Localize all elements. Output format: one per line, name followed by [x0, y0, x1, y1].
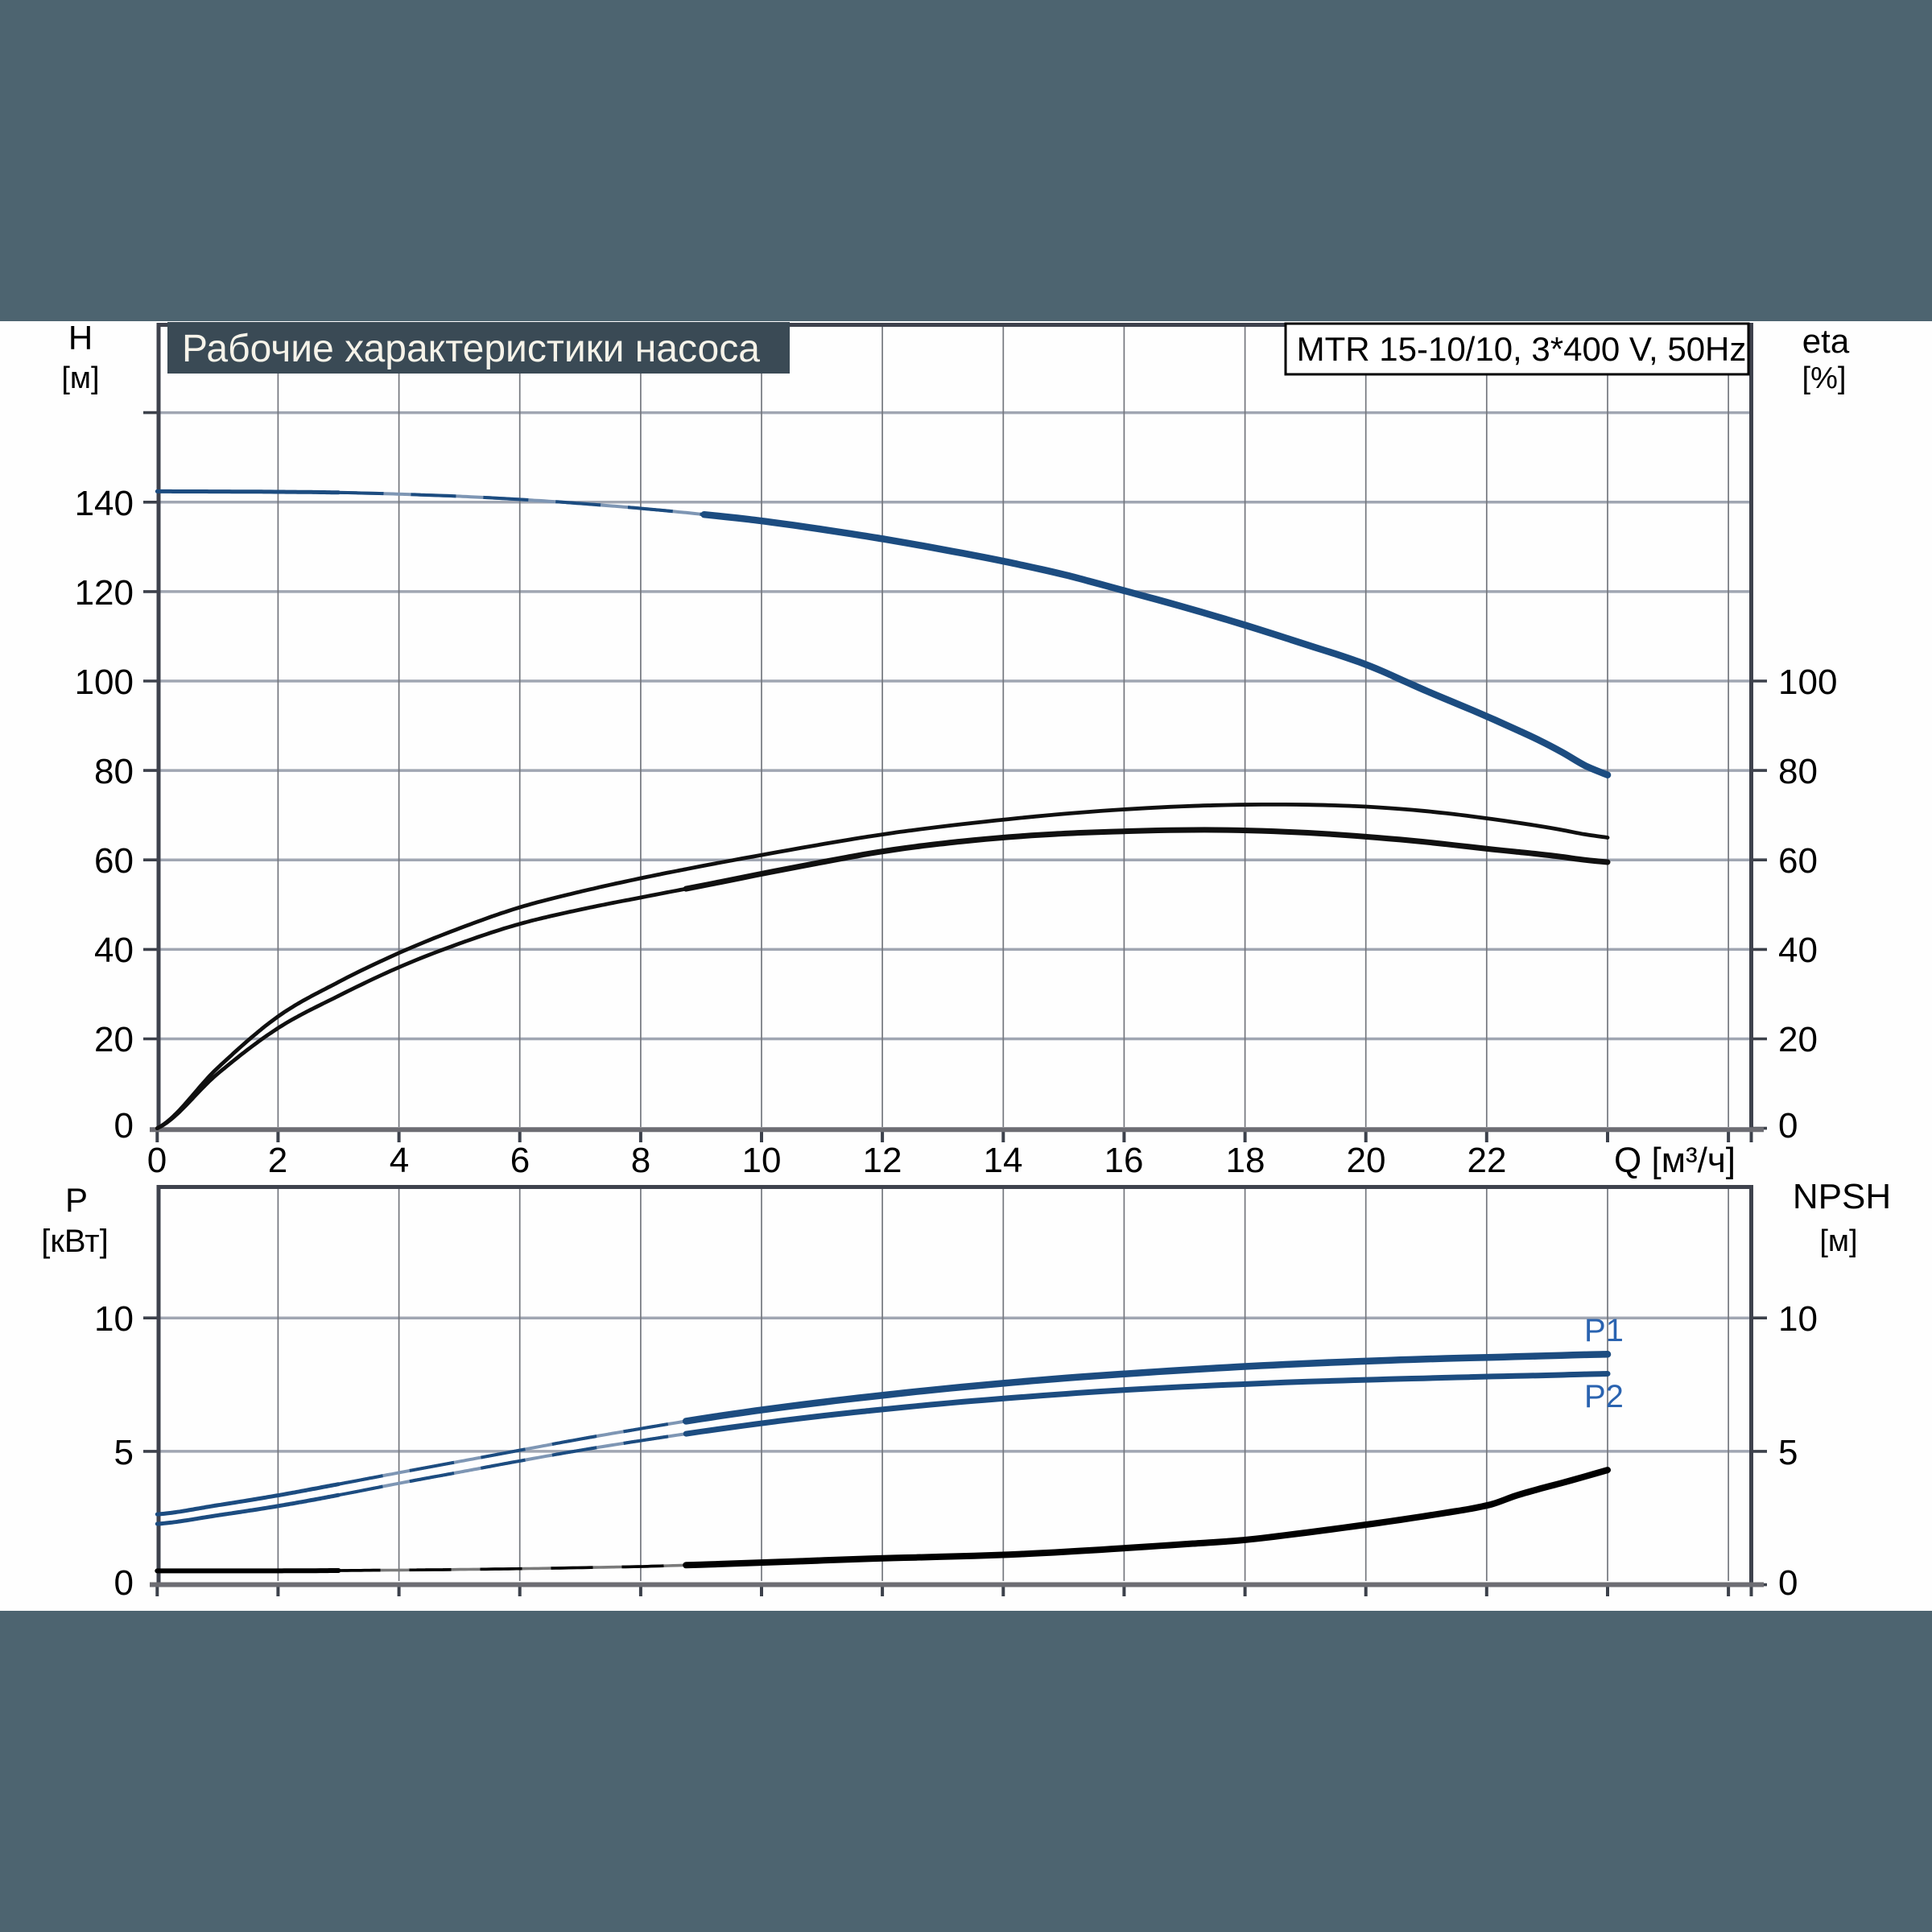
svg-text:eta: eta	[1802, 322, 1850, 360]
svg-text:10: 10	[1778, 1299, 1818, 1339]
svg-text:140: 140	[75, 484, 134, 523]
svg-text:20: 20	[1778, 1020, 1818, 1059]
svg-text:40: 40	[1778, 931, 1818, 970]
svg-text:[м]: [м]	[1819, 1224, 1857, 1258]
svg-text:H: H	[68, 319, 93, 357]
svg-text:100: 100	[1778, 663, 1837, 702]
svg-text:16: 16	[1104, 1141, 1144, 1180]
svg-text:Q [м³/ч]: Q [м³/ч]	[1614, 1141, 1736, 1180]
svg-text:[%]: [%]	[1802, 361, 1847, 395]
svg-text:[м]: [м]	[61, 361, 99, 395]
svg-text:20: 20	[1347, 1141, 1386, 1180]
svg-text:14: 14	[984, 1141, 1023, 1180]
svg-text:P1: P1	[1584, 1313, 1624, 1348]
svg-text:100: 100	[75, 663, 134, 702]
svg-text:22: 22	[1468, 1141, 1507, 1180]
svg-text:4: 4	[390, 1141, 409, 1180]
svg-text:20: 20	[94, 1020, 134, 1059]
svg-text:80: 80	[94, 752, 134, 791]
svg-text:NPSH: NPSH	[1793, 1177, 1891, 1216]
svg-text:0: 0	[147, 1141, 167, 1180]
svg-text:P: P	[65, 1181, 88, 1219]
svg-text:8: 8	[631, 1141, 650, 1180]
svg-text:60: 60	[94, 841, 134, 881]
svg-text:80: 80	[1778, 752, 1818, 791]
svg-text:10: 10	[742, 1141, 782, 1180]
svg-text:0: 0	[114, 1563, 134, 1603]
svg-text:0: 0	[1778, 1563, 1798, 1603]
svg-text:MTR 15-10/10, 3*400 V, 50Hz: MTR 15-10/10, 3*400 V, 50Hz	[1297, 330, 1747, 368]
svg-text:2: 2	[268, 1141, 287, 1180]
svg-text:10: 10	[94, 1299, 134, 1339]
svg-text:[кВт]: [кВт]	[41, 1224, 108, 1259]
svg-text:0: 0	[114, 1106, 134, 1146]
svg-text:Рабочие характеристики насоса: Рабочие характеристики насоса	[182, 328, 760, 370]
svg-text:12: 12	[863, 1141, 902, 1180]
svg-text:40: 40	[94, 931, 134, 970]
svg-text:60: 60	[1778, 841, 1818, 881]
svg-text:120: 120	[75, 573, 134, 613]
svg-text:5: 5	[114, 1433, 134, 1472]
svg-text:18: 18	[1226, 1141, 1265, 1180]
svg-text:6: 6	[510, 1141, 530, 1180]
svg-text:5: 5	[1778, 1433, 1798, 1472]
svg-text:0: 0	[1778, 1106, 1798, 1146]
svg-text:P2: P2	[1584, 1379, 1624, 1414]
